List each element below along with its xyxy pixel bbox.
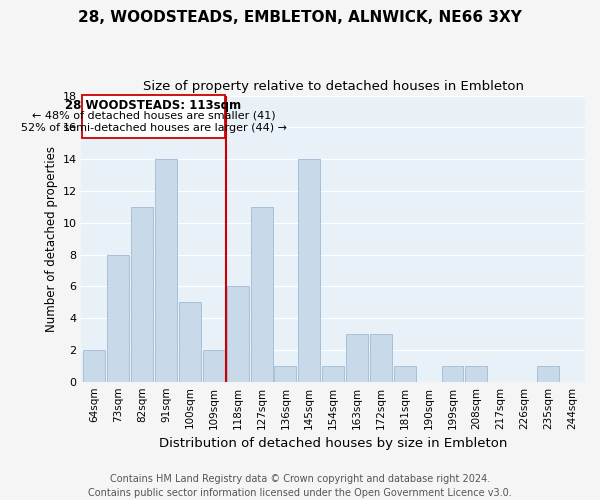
Text: 28, WOODSTEADS, EMBLETON, ALNWICK, NE66 3XY: 28, WOODSTEADS, EMBLETON, ALNWICK, NE66 … [78, 10, 522, 25]
Text: 52% of semi-detached houses are larger (44) →: 52% of semi-detached houses are larger (… [20, 123, 287, 133]
Bar [322, 366, 344, 382]
X-axis label: Distribution of detached houses by size in Embleton: Distribution of detached houses by size … [159, 437, 508, 450]
Bar [155, 159, 177, 382]
Text: 28 WOODSTEADS: 113sqm: 28 WOODSTEADS: 113sqm [65, 99, 242, 112]
Bar [370, 334, 392, 382]
Bar [203, 350, 225, 382]
Bar [274, 366, 296, 382]
Bar [83, 350, 106, 382]
Text: Contains HM Land Registry data © Crown copyright and database right 2024.
Contai: Contains HM Land Registry data © Crown c… [88, 474, 512, 498]
Text: ← 48% of detached houses are smaller (41): ← 48% of detached houses are smaller (41… [32, 111, 275, 121]
Bar [179, 302, 201, 382]
Bar [227, 286, 248, 382]
Bar [346, 334, 368, 382]
Bar [537, 366, 559, 382]
Bar [466, 366, 487, 382]
Bar [82, 95, 225, 138]
Bar [298, 159, 320, 382]
Y-axis label: Number of detached properties: Number of detached properties [45, 146, 58, 332]
Title: Size of property relative to detached houses in Embleton: Size of property relative to detached ho… [143, 80, 524, 93]
Bar [131, 207, 153, 382]
Bar [394, 366, 416, 382]
Bar [107, 254, 130, 382]
Bar [251, 207, 272, 382]
Bar [442, 366, 463, 382]
